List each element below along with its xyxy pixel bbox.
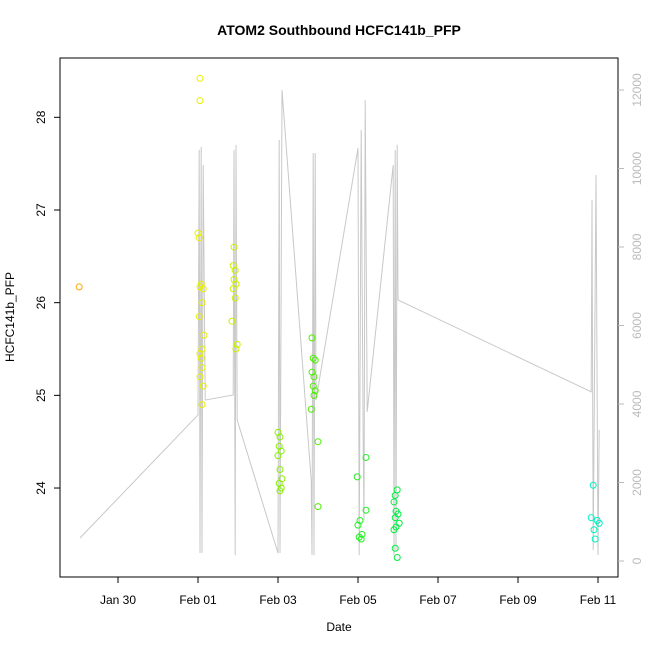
chart-title: ATOM2 Southbound HCFC141b_PFP [217, 22, 461, 38]
y2-tick-label: 4000 [630, 390, 644, 417]
point [393, 554, 401, 562]
point [199, 285, 207, 293]
point [231, 266, 239, 274]
point [275, 442, 283, 450]
y2-tick-label: 6000 [630, 312, 644, 339]
point [276, 465, 284, 473]
point [274, 428, 282, 436]
point [228, 317, 236, 325]
point [308, 368, 316, 376]
point [391, 514, 399, 522]
y-tick-label: 28 [34, 110, 48, 124]
point [353, 473, 361, 481]
x-tick-label: Feb 07 [419, 593, 457, 607]
point [198, 401, 206, 409]
x-tick-label: Feb 01 [179, 593, 217, 607]
point [311, 387, 319, 395]
point [390, 526, 398, 534]
point [354, 521, 362, 529]
point [233, 340, 241, 348]
point [196, 74, 204, 82]
point [309, 354, 317, 362]
line [79, 89, 600, 556]
x-tick-label: Feb 03 [259, 593, 297, 607]
point [390, 498, 398, 506]
y-tick-label: 24 [34, 481, 48, 495]
y2-tick-label: 12000 [630, 73, 644, 107]
point [308, 334, 316, 342]
point [229, 262, 237, 270]
point [197, 354, 205, 362]
point [362, 453, 370, 461]
x-tick-label: Feb 11 [580, 593, 617, 607]
point [590, 526, 598, 534]
point [277, 447, 285, 455]
point [310, 391, 318, 399]
point [196, 97, 204, 105]
point [198, 364, 206, 372]
point [276, 433, 284, 441]
point [356, 516, 364, 524]
point [195, 313, 203, 321]
point [232, 345, 240, 353]
point [355, 533, 363, 541]
point [307, 405, 315, 413]
point [195, 234, 203, 242]
y2-tick-label: 0 [630, 557, 644, 564]
point [587, 514, 595, 522]
y-tick-label: 27 [34, 203, 48, 217]
point [591, 535, 599, 543]
point [230, 243, 238, 251]
point [362, 506, 370, 514]
point [391, 491, 399, 499]
point [230, 276, 238, 284]
point [391, 544, 399, 552]
point [199, 382, 207, 390]
point [309, 382, 317, 390]
point [357, 535, 365, 543]
y2-tick-label: 10000 [630, 151, 644, 185]
point [311, 356, 319, 364]
y2-tick-label: 8000 [630, 233, 644, 260]
point [275, 479, 283, 487]
point [196, 350, 204, 358]
point [589, 481, 597, 489]
point [231, 294, 239, 302]
point [75, 283, 83, 291]
point [314, 438, 322, 446]
point [196, 373, 204, 381]
y-tick-label: 25 [34, 388, 48, 402]
point [310, 373, 318, 381]
y2-tick-label: 2000 [630, 469, 644, 496]
point [198, 345, 206, 353]
plot-frame [59, 57, 619, 578]
point [229, 285, 237, 293]
point [274, 452, 282, 460]
point [198, 299, 206, 307]
point [194, 229, 202, 237]
y-axis-label: HCFC141b_PFP [3, 272, 17, 362]
x-tick-label: Feb 05 [339, 593, 377, 607]
x-axis-label: Date [326, 620, 352, 634]
point [595, 519, 603, 527]
x-tick-label: Jan 30 [100, 593, 136, 607]
point [276, 487, 284, 495]
y-tick-label: 26 [34, 296, 48, 310]
point [200, 331, 208, 339]
point [314, 503, 322, 511]
x-tick-label: Feb 09 [499, 593, 537, 607]
